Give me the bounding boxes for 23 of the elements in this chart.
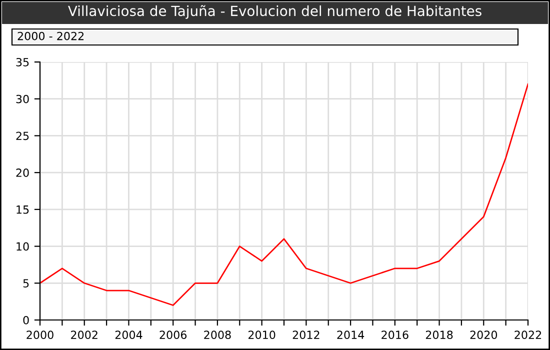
y-tick-label: 10 (16, 242, 29, 251)
y-tick-label: 0 (23, 316, 29, 324)
y-tick-label: 35 (16, 58, 29, 66)
y-tick-label: 25 (16, 132, 29, 140)
x-tick-label: 2016 (382, 330, 408, 340)
x-tick-label: 2012 (292, 330, 320, 340)
x-tick-label: 2008 (204, 330, 231, 340)
x-tick-label: 2004 (115, 330, 142, 340)
y-tick-label: 15 (16, 206, 29, 214)
y-tick-label: 20 (16, 168, 29, 177)
y-tick-label: 30 (16, 94, 29, 104)
x-tick-label: 2020 (470, 330, 498, 340)
text: 2000 - 2022 (18, 32, 84, 40)
x-tick-label: 2002 (71, 330, 98, 340)
x-tick-label: 2018 (426, 330, 453, 340)
x-tick-label: 2014 (337, 330, 364, 340)
line-series (40, 83, 528, 306)
x-tick-label: 2022 (514, 330, 542, 340)
x-tick-label: 2010 (248, 330, 276, 340)
x-tick-label: 2000 (26, 330, 54, 340)
chart-title: Villaviciosa de Tajuña - Evolucion del numero de Habitantes (68, 5, 482, 19)
x-tick-label: 2006 (160, 330, 187, 340)
y-tick-label: 5 (23, 279, 29, 288)
